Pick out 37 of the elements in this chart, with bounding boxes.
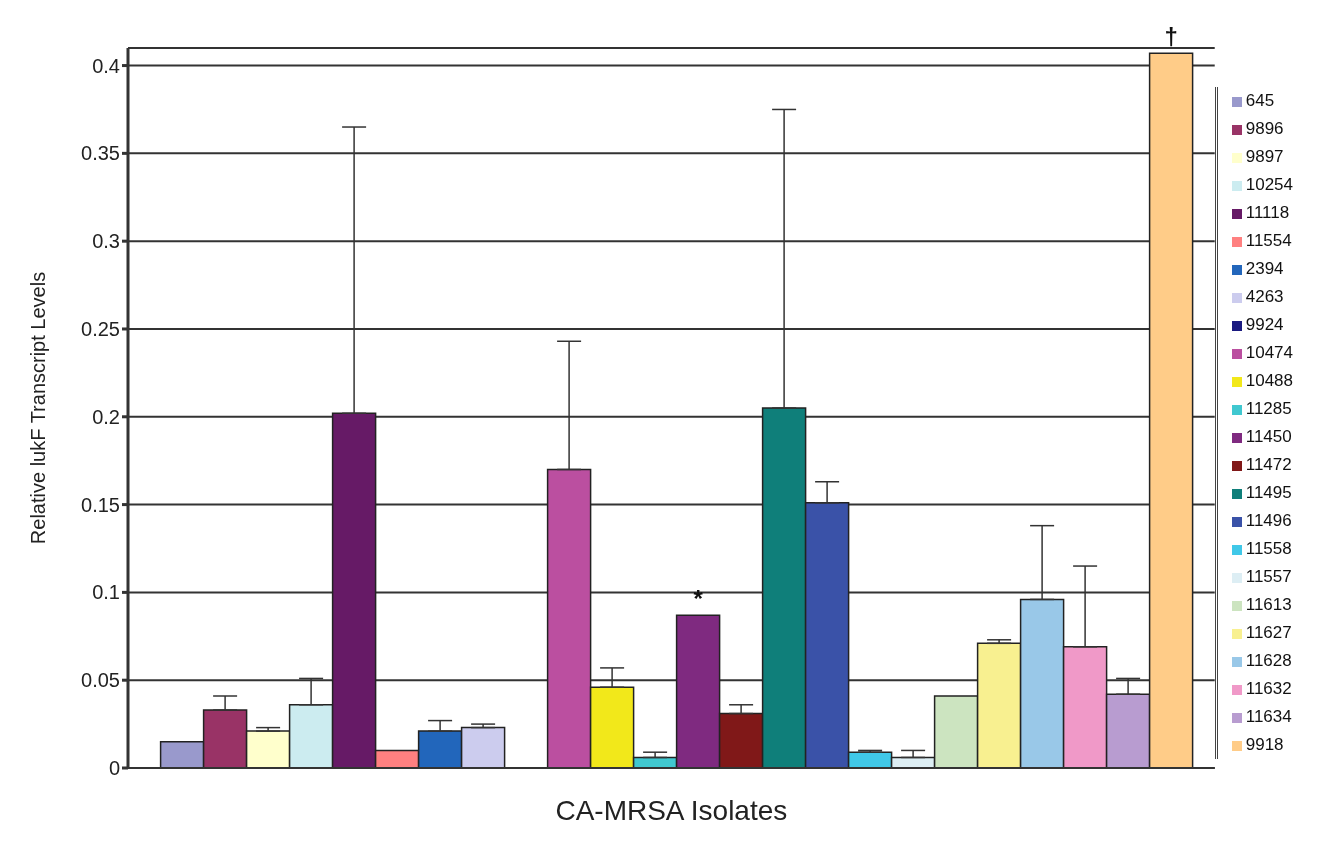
legend-label: 9918 <box>1245 735 1284 754</box>
legend-label: 645 <box>1245 91 1275 110</box>
x-axis-title: CA-MRSA Isolates <box>555 795 788 826</box>
legend-label: 2394 <box>1245 259 1284 278</box>
y-tick-label: 0.05 <box>81 669 120 692</box>
legend-label: 11627 <box>1245 623 1292 642</box>
legend-label: 9896 <box>1245 119 1284 138</box>
legend-label: 11285 <box>1245 399 1292 418</box>
legend-label: 11554 <box>1245 231 1292 250</box>
legend-label: 11558 <box>1245 539 1292 558</box>
y-tick-label: 0.4 <box>92 54 120 77</box>
y-tick-label: 0.2 <box>92 405 120 428</box>
legend-label: 9924 <box>1245 315 1284 334</box>
y-tick-label: 0 <box>108 757 120 780</box>
legend-label: 11628 <box>1245 651 1292 670</box>
legend-label: 11472 <box>1245 455 1292 474</box>
legend-label: 10488 <box>1245 371 1293 390</box>
legend-label: 11450 <box>1245 427 1292 446</box>
legend-label: 10474 <box>1245 343 1293 362</box>
legend-label: 9897 <box>1245 147 1284 166</box>
y-tick-label: 0.3 <box>92 230 120 253</box>
legend-label: 10254 <box>1245 175 1293 194</box>
legend-label: 11118 <box>1245 203 1290 222</box>
y-axis-title: Relative lukF Transcript Levels <box>27 271 50 545</box>
data-label: * <box>693 585 704 613</box>
legend-label: 11496 <box>1245 511 1292 530</box>
legend-label: 11557 <box>1245 567 1292 586</box>
legend-label: 11495 <box>1245 483 1292 502</box>
legend-label: 11613 <box>1245 595 1292 614</box>
y-tick-label: 0.25 <box>81 318 120 341</box>
y-tick-label: 0.35 <box>81 142 120 165</box>
data-label: † <box>1164 23 1178 51</box>
y-tick-label: 0.1 <box>92 581 120 604</box>
y-tick-label: 0.15 <box>81 493 120 516</box>
legend-label: 4263 <box>1245 287 1284 306</box>
legend-label: 11634 <box>1245 707 1292 726</box>
legend-label: 11632 <box>1245 679 1292 698</box>
